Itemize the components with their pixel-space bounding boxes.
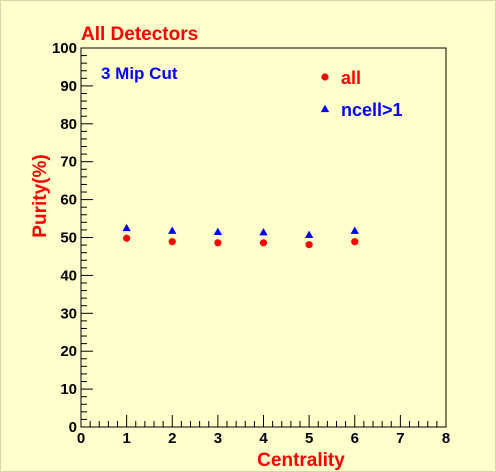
y-tick-label: 70 xyxy=(60,154,77,171)
y-tick-label: 40 xyxy=(60,267,77,284)
legend-label: all xyxy=(341,68,361,88)
legend-label: ncell>1 xyxy=(341,100,403,120)
y-tick-label: 100 xyxy=(52,40,77,57)
data-point-ncell-1 xyxy=(304,230,314,238)
data-point-all xyxy=(168,238,176,246)
legend-marker xyxy=(320,104,330,113)
data-point-ncell-1 xyxy=(259,227,268,236)
series-ncell-1 xyxy=(122,223,359,238)
y-tick-label: 90 xyxy=(60,78,77,95)
x-tick-label: 2 xyxy=(168,430,176,447)
x-tick-label: 8 xyxy=(442,430,450,447)
x-tick-label: 4 xyxy=(259,430,268,447)
legend: all ncell>1 xyxy=(320,68,403,120)
x-tick-label: 3 xyxy=(214,430,222,447)
series-all xyxy=(123,234,359,249)
y-tick-label: 50 xyxy=(60,230,77,247)
data-point-ncell-1 xyxy=(122,223,131,232)
data-point-all xyxy=(305,241,313,249)
x-tick-label: 1 xyxy=(122,430,130,447)
y-tick-label: 30 xyxy=(60,305,77,322)
chart-title: All Detectors xyxy=(81,24,198,45)
data-point-ncell-1 xyxy=(168,226,177,234)
data-point-all xyxy=(214,239,222,247)
y-axis-label: Purity(%) xyxy=(30,154,51,237)
x-tick-label: 5 xyxy=(305,430,313,447)
x-axis-label: Centrality xyxy=(257,450,345,471)
legend-marker xyxy=(321,73,329,81)
x-tick-label: 6 xyxy=(351,430,359,447)
y-tick-label: 20 xyxy=(60,343,77,360)
y-tick-label: 80 xyxy=(60,116,77,133)
data-point-all xyxy=(351,238,359,246)
y-tick-label: 60 xyxy=(60,192,77,209)
y-tick-label: 10 xyxy=(60,381,77,398)
cut-annotation: 3 Mip Cut xyxy=(101,64,178,83)
data-point-all xyxy=(123,234,131,242)
data-point-ncell-1 xyxy=(213,227,223,235)
y-tick-label: 0 xyxy=(69,419,77,436)
data-point-ncell-1 xyxy=(350,226,359,234)
x-tick-label: 0 xyxy=(77,430,85,447)
data-point-all xyxy=(259,239,268,247)
x-tick-label: 7 xyxy=(396,430,404,447)
